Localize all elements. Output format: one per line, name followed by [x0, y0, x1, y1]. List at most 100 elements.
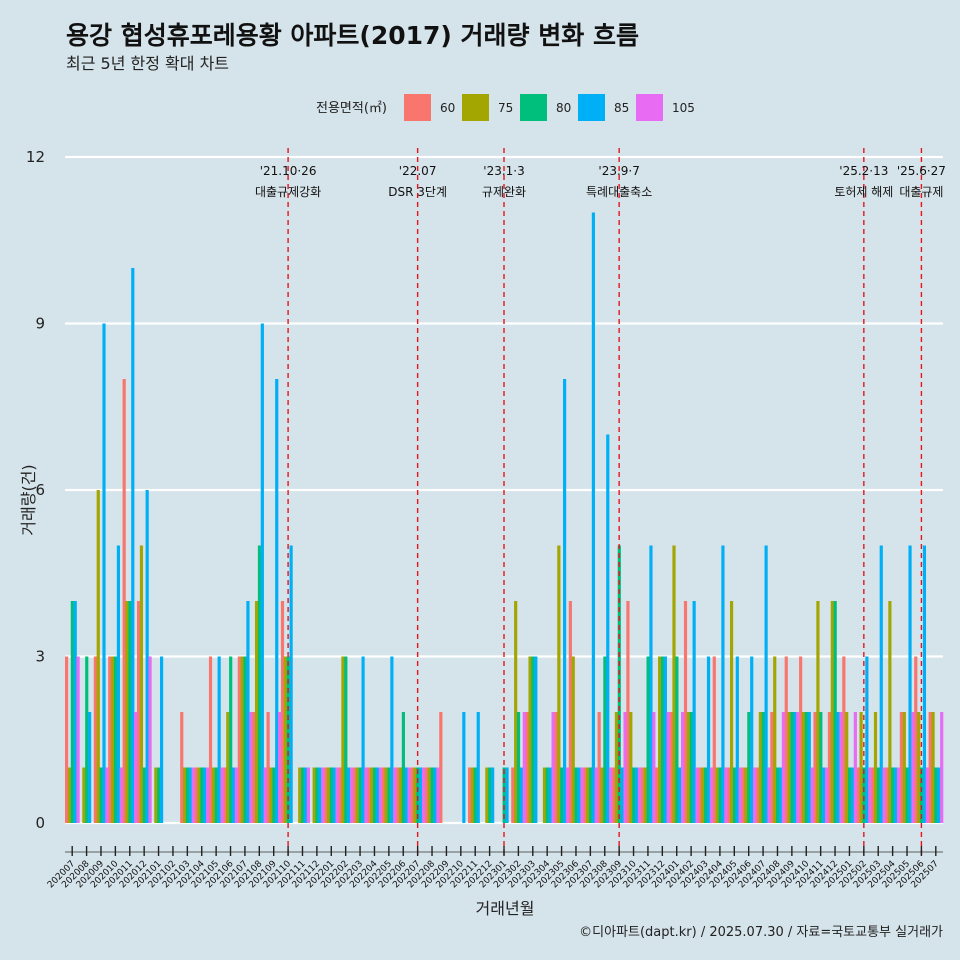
event-date-label: '25.6·27	[897, 164, 946, 178]
bar-105-202106	[234, 767, 239, 823]
bar-105-202506	[925, 767, 929, 823]
bar-75-202207	[413, 767, 417, 823]
bar-105-202011	[134, 712, 138, 823]
legend-key-85	[578, 94, 605, 121]
bar-85-202007	[73, 601, 77, 823]
chart-subtitle: 최근 5년 한정 확대 차트	[66, 54, 229, 73]
bar-75-202309	[614, 712, 619, 823]
bar-75-202201	[326, 767, 331, 823]
bar-60-202211	[468, 767, 472, 823]
bar-105-202007	[76, 656, 80, 823]
bar-75-202411	[816, 601, 820, 823]
bar-80-202206	[401, 712, 405, 823]
bar-75-202303	[528, 656, 532, 823]
bar-60-202201	[324, 767, 328, 823]
event-lines: '21.10·26 대출규제강화 '22.07 DSR 3단계 '23.1·3 규제완화 '…	[255, 148, 946, 858]
bar-85-202312	[663, 656, 667, 823]
bar-85-202107	[246, 601, 250, 823]
bar-85-202101	[160, 656, 164, 823]
bar-75-202410	[801, 712, 806, 823]
bar-60-202409	[784, 656, 788, 823]
bar-85-202406	[750, 656, 754, 823]
event-desc-label: 규제완화	[482, 185, 526, 199]
event-date-label: '21.10·26	[260, 164, 317, 178]
bar-75-202310	[629, 712, 633, 823]
bar-60-202504	[885, 767, 889, 823]
bar-75-202112	[312, 767, 316, 823]
bar-105-202304	[551, 712, 555, 823]
bar-80-202203	[358, 767, 362, 823]
bar-105-202112	[321, 767, 325, 823]
bar-80-202311	[646, 656, 650, 823]
bar-105-202109	[278, 712, 282, 823]
bar-60-202007	[65, 656, 69, 823]
bar-75-202504	[888, 601, 892, 823]
bar-85-202008	[88, 712, 92, 823]
bar-105-202012	[148, 656, 152, 823]
bar-75-202011	[125, 601, 129, 823]
bar-85-202110	[289, 545, 293, 823]
bar-60-202406	[741, 767, 745, 823]
bar-75-202105	[211, 767, 215, 823]
bar-60-202305	[554, 712, 558, 823]
bar-75-202205	[384, 767, 388, 823]
bar-80-202304	[545, 767, 549, 823]
bar-75-202202	[341, 656, 345, 823]
bar-75-202208	[427, 767, 431, 823]
bar-75-202306	[571, 656, 575, 823]
bar-85-202106	[231, 767, 236, 823]
legend-label-80: 80	[556, 101, 571, 115]
bar-60-202105	[208, 656, 213, 823]
bar-85-202402	[692, 601, 696, 823]
bar-75-202404	[715, 767, 719, 823]
bar-75-202008	[82, 767, 86, 823]
bar-80-202007	[70, 601, 74, 823]
event-date-label: '22.07	[399, 164, 437, 178]
bar-105-202206	[407, 767, 411, 823]
bar-75-202312	[658, 656, 662, 823]
bar-85-202309	[620, 767, 624, 823]
bar-60-202405	[727, 767, 731, 823]
bar-85-202401	[678, 767, 682, 823]
bar-85-202304	[548, 767, 552, 823]
bar-85-202202	[347, 767, 351, 823]
bar-60-202506	[914, 656, 918, 823]
bar-105-202205	[393, 767, 397, 823]
bar-80-202207	[416, 767, 420, 823]
legend-key-60	[404, 94, 431, 121]
bar-80-202411	[819, 712, 823, 823]
bar-105-202202	[349, 767, 354, 823]
bar-85-202108	[260, 323, 264, 823]
legend-title: 전용면적(㎡)	[316, 101, 387, 116]
bar-75-202203	[355, 767, 359, 823]
bar-80-202507	[934, 767, 938, 823]
bar-85-202306	[577, 767, 581, 823]
bar-80-202107	[243, 656, 247, 823]
bar-75-202501	[845, 712, 849, 823]
bar-105-202311	[652, 712, 656, 823]
bar-80-202301	[502, 767, 506, 823]
bar-105-202507	[940, 712, 944, 823]
bar-80-202408	[776, 767, 780, 823]
bar-75-202109	[269, 767, 273, 823]
event-desc-label: 대출규제강화	[255, 185, 321, 199]
bar-60-202309	[611, 767, 616, 823]
event-desc-label: 토허제 해제	[834, 185, 893, 199]
bar-105-202403	[709, 767, 714, 823]
bar-80-202502	[862, 767, 866, 823]
bar-105-202309	[623, 712, 627, 823]
legend-key-75	[462, 94, 489, 121]
bar-85-202412	[836, 712, 840, 823]
bar-105-202406	[753, 767, 757, 823]
bar-75-202502	[859, 712, 863, 823]
bar-105-202312	[666, 712, 670, 823]
bar-85-202207	[419, 767, 423, 823]
bar-60-202408	[770, 712, 774, 823]
bar-80-202404	[718, 767, 722, 823]
bar-80-202505	[905, 767, 909, 823]
bar-75-202304	[542, 767, 547, 823]
bar-105-202407	[767, 767, 771, 823]
bar-85-202506	[922, 545, 927, 823]
bar-85-202201	[332, 767, 336, 823]
bar-75-202009	[96, 490, 100, 823]
